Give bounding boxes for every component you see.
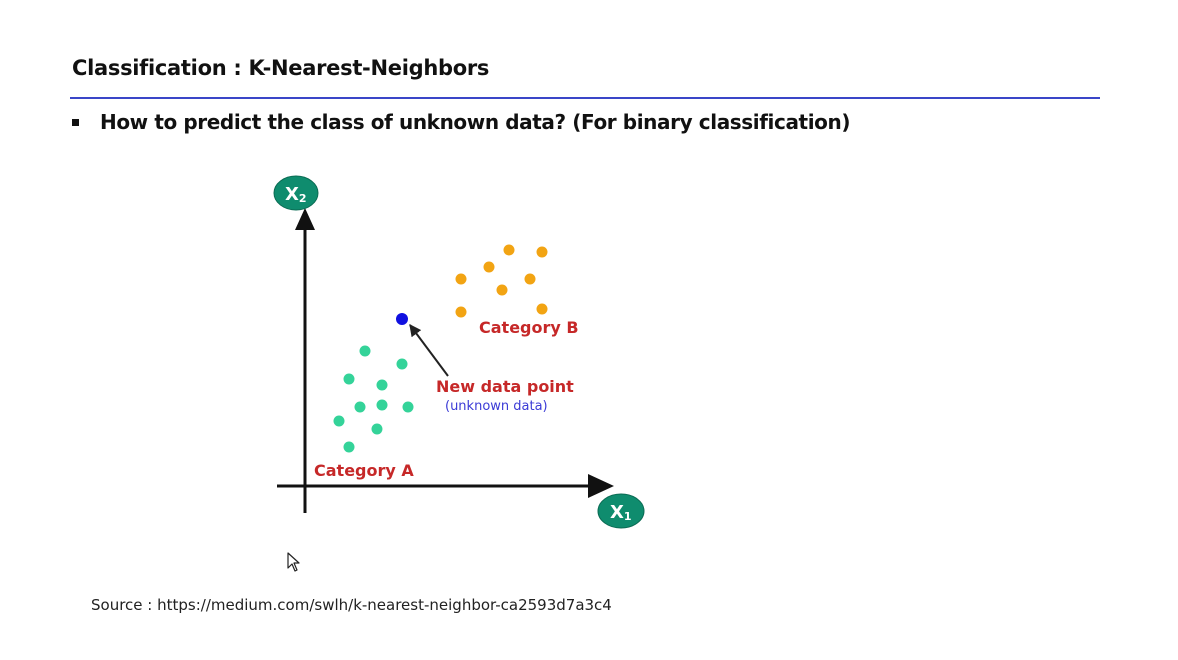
knn-diagram: X2 X1 Category A Category B New data poi… — [273, 175, 645, 529]
category-a-point — [333, 415, 345, 427]
category-b-points — [455, 244, 548, 318]
slide-title: Classification : K-Nearest-Neighbors — [72, 56, 490, 80]
arrow-cursor-icon — [287, 552, 300, 572]
category-a-label: Category A — [314, 461, 414, 480]
category-a-point — [343, 373, 355, 385]
y-axis-badge — [273, 175, 319, 211]
y-axis-label: X2 — [285, 184, 307, 205]
bullet-text: How to predict the class of unknown data… — [100, 110, 851, 134]
x-axis-badge — [597, 493, 645, 529]
unknown-data-label: (unknown data) — [445, 399, 548, 414]
category-b-point — [455, 306, 467, 318]
bullet-square-icon — [72, 118, 79, 126]
bullet-point: How to predict the class of unknown data… — [72, 108, 851, 136]
category-a-point — [376, 399, 388, 411]
category-a-points — [333, 345, 414, 453]
category-a-point — [402, 401, 414, 413]
category-b-point — [536, 246, 548, 258]
source-citation: Source : https://medium.com/swlh/k-neare… — [91, 596, 612, 614]
category-a-point — [371, 423, 383, 435]
category-b-point — [483, 261, 495, 273]
new-data-point-label: New data point — [436, 377, 574, 396]
category-b-label: Category B — [479, 318, 579, 337]
category-b-point — [503, 244, 515, 256]
x-axis-label: X1 — [610, 502, 632, 523]
pointer-arrow — [409, 324, 449, 377]
category-b-point — [455, 273, 467, 285]
category-a-point — [396, 358, 408, 370]
category-b-point — [524, 273, 536, 285]
category-a-point — [359, 345, 371, 357]
x-axis: X1 — [277, 474, 645, 529]
category-a-point — [354, 401, 366, 413]
category-a-point — [343, 441, 355, 453]
title-divider — [70, 97, 1100, 99]
new-data-point — [396, 313, 408, 325]
y-axis: X2 — [273, 175, 319, 513]
category-a-point — [376, 379, 388, 391]
category-b-point — [536, 303, 548, 315]
category-b-point — [496, 284, 508, 296]
